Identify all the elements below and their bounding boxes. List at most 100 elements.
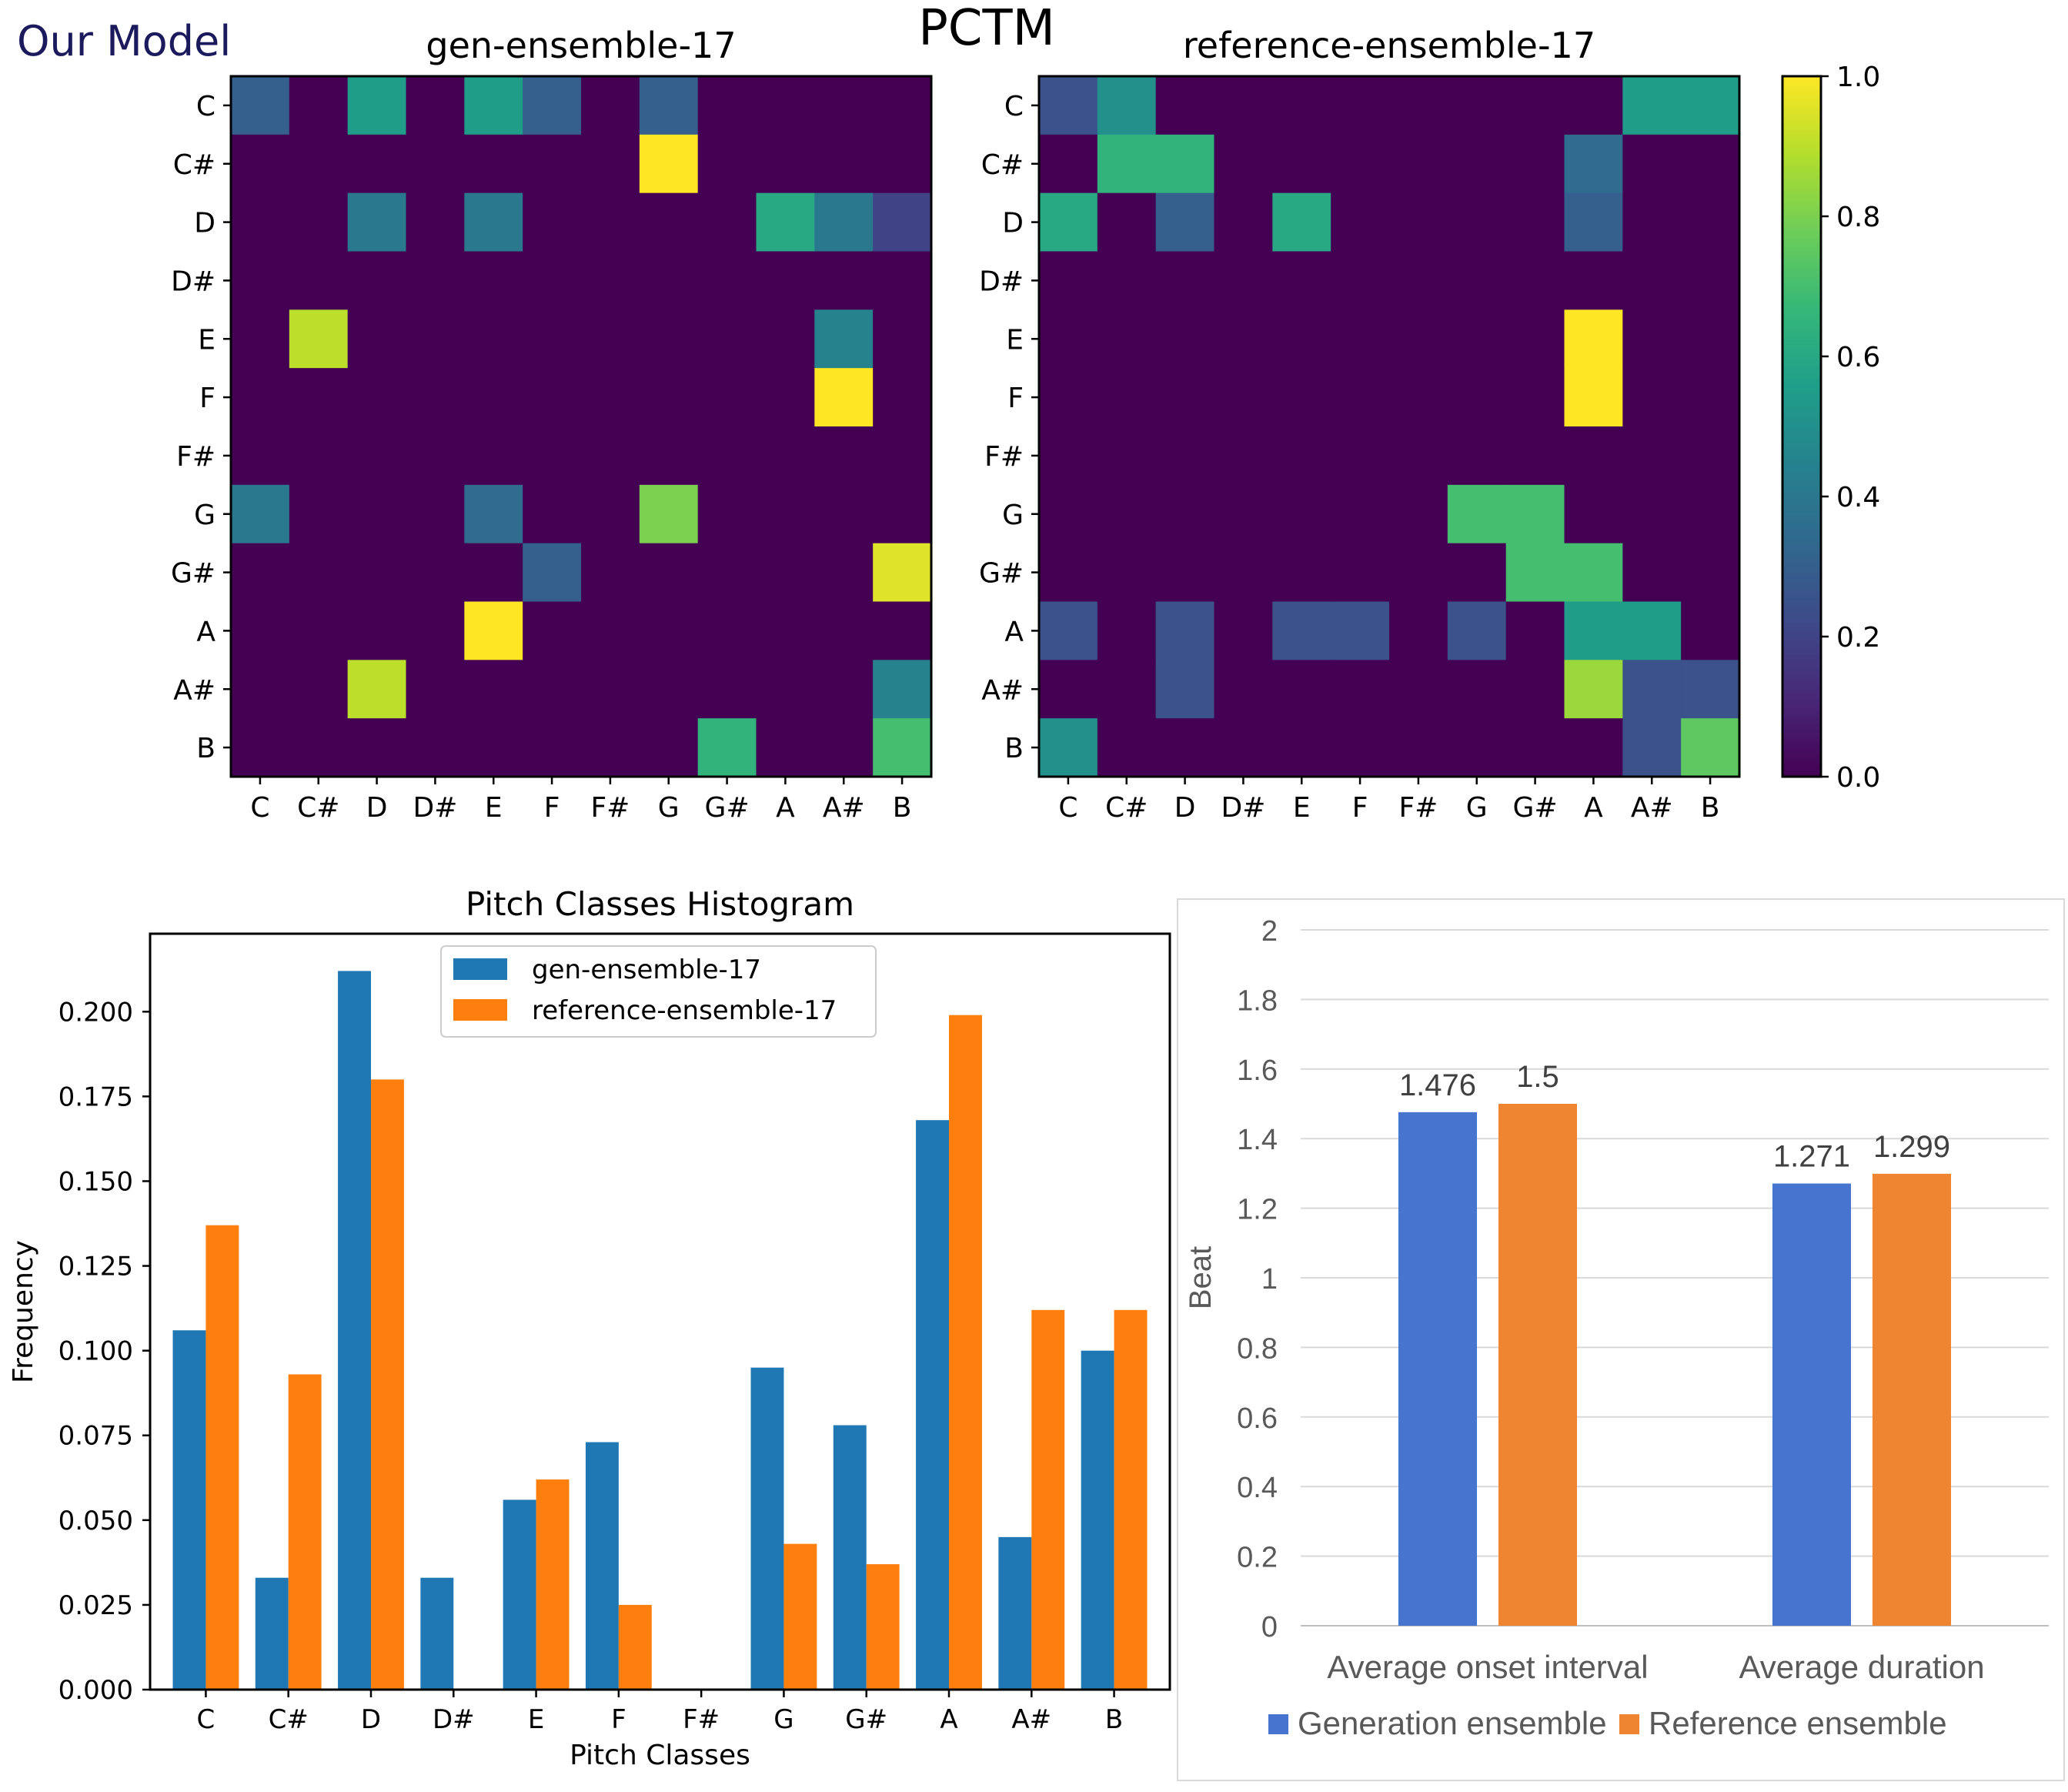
heatmap-ref-cell	[1039, 76, 1098, 135]
histogram-legend-label: gen-ensemble-17	[532, 955, 761, 985]
heatmap-ref-x-tick-label: C	[1058, 792, 1077, 824]
heatmap-gen-y-tick-label: D#	[171, 266, 215, 297]
heatmap-ref-cell	[1331, 251, 1390, 310]
heatmap-ref-cell	[1622, 718, 1682, 777]
heatmap-gen-x-tick-label: G#	[705, 792, 750, 824]
heatmap-ref-cell	[1681, 251, 1740, 310]
heatmap-ref-y-tick-label: C	[1004, 91, 1024, 122]
heatmap-ref-y-tick-label: E	[1006, 324, 1024, 356]
histogram-x-axis-label: Pitch Classes	[570, 1740, 750, 1771]
colorbar-tick-label: 0.0	[1836, 762, 1880, 794]
heatmap-ref-cell	[1039, 368, 1098, 427]
heatmap-gen-cell	[289, 76, 349, 135]
histogram-bar	[338, 971, 371, 1690]
heatmap-ref-cell	[1389, 543, 1448, 603]
beat-y-tick-label: 0.4	[1237, 1472, 1278, 1504]
heatmap-gen-cell	[814, 543, 874, 603]
heatmap-gen-cell	[814, 192, 874, 252]
heatmap-ref-cell	[1681, 134, 1740, 194]
heatmap-ref-x-tick-label: F#	[1398, 792, 1438, 824]
heatmap-gen-y-tick-label: G	[194, 500, 215, 531]
heatmap-gen-cell	[756, 718, 815, 777]
heatmap-gen-cell	[814, 601, 874, 660]
histogram-legend-swatch	[453, 999, 507, 1021]
histogram-x-tick-label: D#	[433, 1704, 475, 1735]
heatmap-ref-cell	[1039, 601, 1098, 660]
heatmap-gen-cell	[289, 309, 349, 369]
heatmap-gen-cell	[873, 660, 932, 719]
heatmap-ref-cell	[1389, 368, 1448, 427]
heatmap-gen-cell	[523, 251, 582, 310]
heatmap-ref-cell	[1097, 309, 1157, 369]
heatmap-ref-cell	[1681, 192, 1740, 252]
histogram-bar	[783, 1543, 817, 1690]
beat-bar	[1772, 1183, 1851, 1626]
heatmap-gen-cell	[873, 718, 932, 777]
heatmap-ref-cell	[1447, 368, 1507, 427]
heatmap-ref-cell	[1389, 660, 1448, 719]
heatmap-ref-cell	[1272, 309, 1331, 369]
histogram-legend-swatch	[453, 958, 507, 980]
heatmap-ref-cell	[1622, 309, 1682, 369]
heatmap-ref-cell	[1505, 543, 1565, 603]
heatmap-gen-cell	[756, 251, 815, 310]
heatmap-ref-cell	[1097, 484, 1157, 544]
heatmap-ref-cell	[1155, 309, 1215, 369]
heatmap-ref-cell	[1564, 76, 1623, 135]
heatmap-ref-cell	[1622, 660, 1682, 719]
beat-data-label: 1.299	[1873, 1130, 1950, 1164]
histogram-bar	[1114, 1309, 1148, 1690]
heatmap-ref-cell	[1155, 426, 1215, 486]
heatmap-ref-cell	[1389, 309, 1448, 369]
histogram-y-tick-label: 0.100	[58, 1336, 133, 1367]
heatmap-gen-cell	[873, 601, 932, 660]
histogram-bar	[172, 1330, 206, 1690]
heatmap-gen-x-tick-label: F	[544, 792, 560, 824]
heatmap-ref-y-tick-label: A	[1004, 616, 1024, 647]
heatmap-ref-cell	[1272, 368, 1331, 427]
heatmap-ref-cell	[1622, 601, 1682, 660]
heatmap-ref-cell	[1331, 192, 1390, 252]
heatmap-gen-cell	[814, 368, 874, 427]
heatmap-gen-cell	[289, 484, 349, 544]
heatmap-gen-cell	[523, 192, 582, 252]
colorbar-bar	[1781, 75, 1822, 778]
heatmap-gen-y-tick-label: B	[196, 733, 215, 764]
beat-y-tick-label: 1.2	[1237, 1194, 1278, 1226]
heatmap-gen-cell	[814, 426, 874, 486]
heatmap-gen-x-tick-label: C	[250, 792, 269, 824]
heatmap-ref-y-tick-label: G	[1002, 500, 1024, 531]
histogram-bar	[503, 1499, 536, 1690]
heatmap-gen-cell	[581, 601, 640, 660]
heatmap-ref-cell	[1389, 192, 1448, 252]
heatmap-ref-cell	[1622, 543, 1682, 603]
beat-y-tick-label: 1	[1261, 1263, 1278, 1296]
histogram-bar	[255, 1577, 289, 1690]
heatmap-ref-cell	[1505, 192, 1565, 252]
heatmap-ref-cell	[1505, 426, 1565, 486]
histogram-title: Pitch Classes Histogram	[466, 885, 854, 923]
heatmap-ref-cell	[1155, 601, 1215, 660]
heatmap-ref-x-tick-label: G	[1466, 792, 1488, 824]
heatmap-gen-cell	[406, 426, 465, 486]
heatmap-gen-cell	[289, 192, 349, 252]
colorbar: 0.0 0.2 0.4 0.6 0.8 1.0	[1781, 62, 1880, 794]
heatmap-ref-cell	[1331, 426, 1390, 486]
heatmap-ref-cell	[1155, 484, 1215, 544]
heatmap-gen-cell	[523, 660, 582, 719]
heatmap-gen-cell	[581, 718, 640, 777]
heatmap-ref-cell	[1155, 660, 1215, 719]
heatmap-ref-cell	[1505, 134, 1565, 194]
heatmap-gen-cell	[523, 426, 582, 486]
histogram-x-tick-label: C#	[269, 1704, 309, 1735]
heatmap-ref-y-tick-label: F	[1007, 383, 1024, 414]
beat-y-axis-label: Beat	[1184, 1246, 1218, 1309]
heatmap-ref-y-tick-label: B	[1004, 733, 1024, 764]
histogram-y-axis-label: Frequency	[8, 1240, 39, 1383]
heatmap-ref-y-tick-label: D	[1002, 208, 1024, 239]
heatmap-gen-cell	[289, 660, 349, 719]
heatmap-gen-cell	[581, 543, 640, 603]
heatmap-ref-cell	[1564, 601, 1623, 660]
heatmap-gen-x-tick-label: G	[658, 792, 680, 824]
